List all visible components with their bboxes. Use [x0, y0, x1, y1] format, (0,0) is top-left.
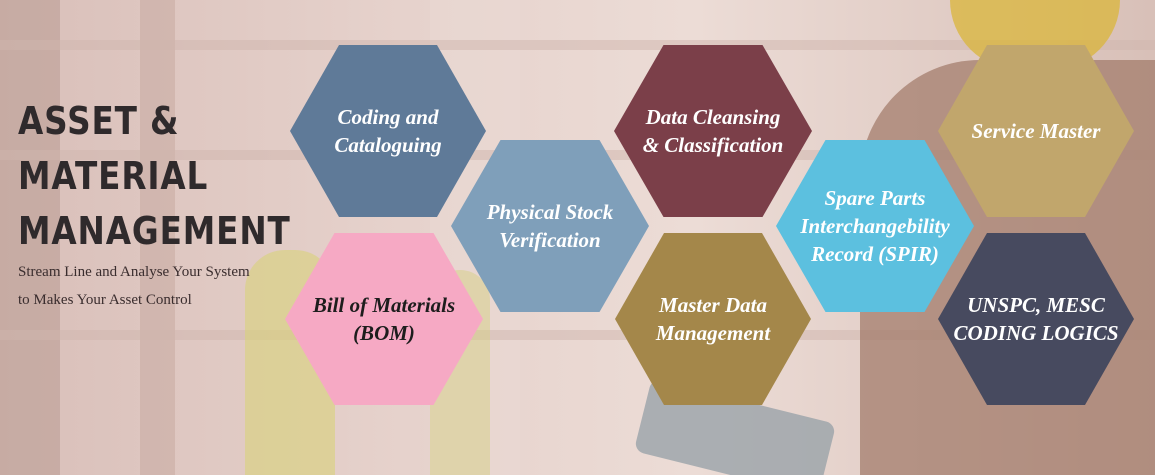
hex-physical-stock-verification[interactable]: Physical Stock Verification: [451, 140, 649, 312]
hex-label-line: Spare Parts: [824, 186, 926, 210]
hex-label-line: Service Master: [971, 119, 1101, 143]
background-shelf: [0, 330, 1155, 340]
title-line: ASSET &: [18, 99, 180, 143]
hex-label-line: Bill of Materials: [312, 293, 456, 317]
hex-label-line: UNSPC, MESC: [967, 293, 1105, 317]
hex-label-line: Coding and: [337, 105, 439, 129]
subtitle-line: Stream Line and Analyse Your System: [18, 264, 250, 280]
hex-label-line: Verification: [499, 228, 601, 252]
hex-label-line: (BOM): [353, 321, 415, 345]
title-line: MANAGEMENT: [18, 209, 291, 253]
subtitle-line: to Makes Your Asset Control: [18, 292, 192, 308]
hex-label-line: Interchangebility: [800, 214, 950, 238]
page-title: ASSET & MATERIAL MANAGEMENT: [18, 94, 291, 259]
hex-data-cleansing[interactable]: Data Cleansing & Classification: [614, 45, 812, 217]
hex-label-line: Master Data: [659, 293, 767, 317]
hex-label-line: Record (SPIR): [811, 242, 939, 266]
hex-label-line: & Classification: [642, 133, 784, 157]
background-shelf: [0, 40, 1155, 50]
hex-master-data-management[interactable]: Master Data Management: [615, 233, 811, 405]
background-rack: [0, 0, 60, 475]
background-rack: [140, 0, 175, 475]
hex-label-line: CODING LOGICS: [953, 321, 1119, 345]
hex-label-line: Physical Stock: [486, 200, 614, 224]
hex-label-line: Cataloguing: [334, 133, 442, 157]
hex-label-line: Data Cleansing: [645, 105, 781, 129]
title-line: MATERIAL: [18, 154, 209, 198]
page-subtitle: Stream Line and Analyse Your System to M…: [18, 258, 318, 314]
hex-label-line: Management: [655, 321, 771, 345]
